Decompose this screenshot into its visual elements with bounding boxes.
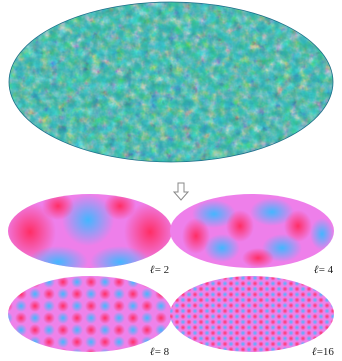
label-l8: ℓ= 8: [150, 345, 169, 358]
label-l4: ℓ= 4: [314, 263, 333, 276]
ell-symbol: ℓ: [314, 263, 319, 276]
harmonic-map-l8: [8, 276, 172, 352]
ell-value: =16: [316, 346, 334, 358]
harmonic-map-l16: [170, 276, 334, 352]
ell-value: = 4: [318, 264, 334, 276]
ell-value: = 8: [154, 346, 170, 358]
down-arrow-icon: [172, 182, 190, 201]
label-l2: ℓ= 2: [150, 263, 169, 276]
ell-symbol: ℓ: [150, 345, 155, 358]
harmonic-map-l4: [170, 194, 334, 268]
ell-symbol: ℓ: [150, 263, 155, 276]
harmonic-map-l2: [8, 194, 172, 268]
label-l16: ℓ=16: [312, 345, 334, 358]
ell-value: = 2: [154, 264, 170, 276]
ell-symbol: ℓ: [312, 345, 317, 358]
cmb-sky-map: [8, 1, 334, 163]
